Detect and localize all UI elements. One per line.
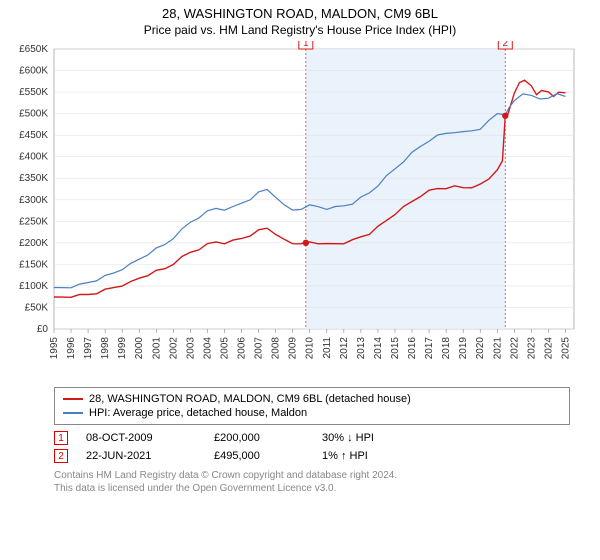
footnote-line: This data is licensed under the Open Gov… bbox=[54, 482, 570, 495]
marker-row: 1 08-OCT-2009 £200,000 30% ↓ HPI bbox=[54, 429, 570, 447]
legend-item: 28, WASHINGTON ROAD, MALDON, CM9 6BL (de… bbox=[63, 392, 561, 406]
svg-text:1995: 1995 bbox=[49, 337, 60, 360]
svg-text:2024: 2024 bbox=[543, 337, 554, 360]
marker-price: £200,000 bbox=[214, 432, 304, 444]
svg-text:1997: 1997 bbox=[83, 337, 94, 360]
svg-text:£400K: £400K bbox=[19, 152, 48, 163]
legend: 28, WASHINGTON ROAD, MALDON, CM9 6BL (de… bbox=[54, 387, 570, 425]
svg-text:£150K: £150K bbox=[19, 259, 48, 270]
svg-text:2017: 2017 bbox=[424, 337, 435, 360]
svg-text:2002: 2002 bbox=[168, 337, 179, 360]
svg-text:£200K: £200K bbox=[19, 238, 48, 249]
footnote-line: Contains HM Land Registry data © Crown c… bbox=[54, 469, 570, 482]
svg-text:£450K: £450K bbox=[19, 130, 48, 141]
footnote: Contains HM Land Registry data © Crown c… bbox=[54, 469, 570, 495]
svg-text:£350K: £350K bbox=[19, 173, 48, 184]
svg-text:2005: 2005 bbox=[219, 337, 230, 360]
svg-text:2011: 2011 bbox=[322, 337, 333, 359]
marker-row: 2 22-JUN-2021 £495,000 1% ↑ HPI bbox=[54, 447, 570, 465]
svg-text:2023: 2023 bbox=[526, 337, 537, 360]
svg-text:2006: 2006 bbox=[237, 337, 248, 360]
svg-text:2025: 2025 bbox=[560, 337, 571, 360]
svg-text:2004: 2004 bbox=[202, 337, 213, 360]
svg-text:£600K: £600K bbox=[19, 66, 48, 77]
legend-swatch bbox=[63, 412, 83, 414]
svg-text:£100K: £100K bbox=[19, 281, 48, 292]
legend-item: HPI: Average price, detached house, Mald… bbox=[63, 406, 561, 420]
marker-price: £495,000 bbox=[214, 450, 304, 462]
marker-table: 1 08-OCT-2009 £200,000 30% ↓ HPI 2 22-JUN-202… bbox=[54, 429, 570, 465]
svg-text:2012: 2012 bbox=[339, 337, 350, 360]
svg-text:£550K: £550K bbox=[19, 87, 48, 98]
svg-text:2022: 2022 bbox=[509, 337, 520, 360]
svg-text:2021: 2021 bbox=[492, 337, 503, 360]
marker-dot bbox=[502, 113, 508, 119]
svg-text:2014: 2014 bbox=[373, 337, 384, 360]
svg-text:2003: 2003 bbox=[185, 337, 196, 360]
price-chart: £0 £50K £100K £150K £200K £250K £300K £350K £400… bbox=[0, 41, 600, 381]
chart-title: 28, WASHINGTON ROAD, MALDON, CM9 6BL bbox=[0, 0, 600, 21]
svg-text:£650K: £650K bbox=[19, 44, 48, 55]
marker-dot bbox=[303, 240, 309, 246]
svg-text:2013: 2013 bbox=[356, 337, 367, 360]
svg-text:£0: £0 bbox=[37, 324, 49, 335]
svg-text:1: 1 bbox=[303, 41, 309, 49]
svg-text:1999: 1999 bbox=[117, 337, 128, 360]
svg-text:2019: 2019 bbox=[458, 337, 469, 360]
svg-text:£500K: £500K bbox=[19, 109, 48, 120]
marker-badge: 1 bbox=[54, 431, 68, 445]
svg-text:2010: 2010 bbox=[305, 337, 316, 360]
marker-date: 22-JUN-2021 bbox=[86, 450, 196, 462]
svg-text:2009: 2009 bbox=[288, 337, 299, 360]
svg-text:2008: 2008 bbox=[271, 337, 282, 360]
legend-label: HPI: Average price, detached house, Mald… bbox=[89, 407, 307, 419]
svg-text:1996: 1996 bbox=[66, 337, 77, 360]
legend-label: 28, WASHINGTON ROAD, MALDON, CM9 6BL (de… bbox=[89, 393, 411, 405]
svg-text:2016: 2016 bbox=[407, 337, 418, 360]
svg-text:2007: 2007 bbox=[254, 337, 265, 360]
svg-text:£250K: £250K bbox=[19, 216, 48, 227]
svg-text:2015: 2015 bbox=[390, 337, 401, 360]
marker-delta: 1% ↑ HPI bbox=[322, 450, 412, 462]
svg-text:2020: 2020 bbox=[475, 337, 486, 360]
svg-text:£50K: £50K bbox=[25, 302, 49, 313]
legend-swatch bbox=[63, 398, 83, 400]
marker-badge: 2 bbox=[54, 449, 68, 463]
svg-text:1998: 1998 bbox=[100, 337, 111, 360]
chart-subtitle: Price paid vs. HM Land Registry's House … bbox=[0, 21, 600, 41]
svg-text:2: 2 bbox=[503, 41, 509, 49]
svg-text:2018: 2018 bbox=[441, 337, 452, 360]
svg-text:2000: 2000 bbox=[134, 337, 145, 360]
marker-delta: 30% ↓ HPI bbox=[322, 432, 412, 444]
svg-text:£300K: £300K bbox=[19, 195, 48, 206]
svg-text:2001: 2001 bbox=[151, 337, 162, 360]
marker-date: 08-OCT-2009 bbox=[86, 432, 196, 444]
